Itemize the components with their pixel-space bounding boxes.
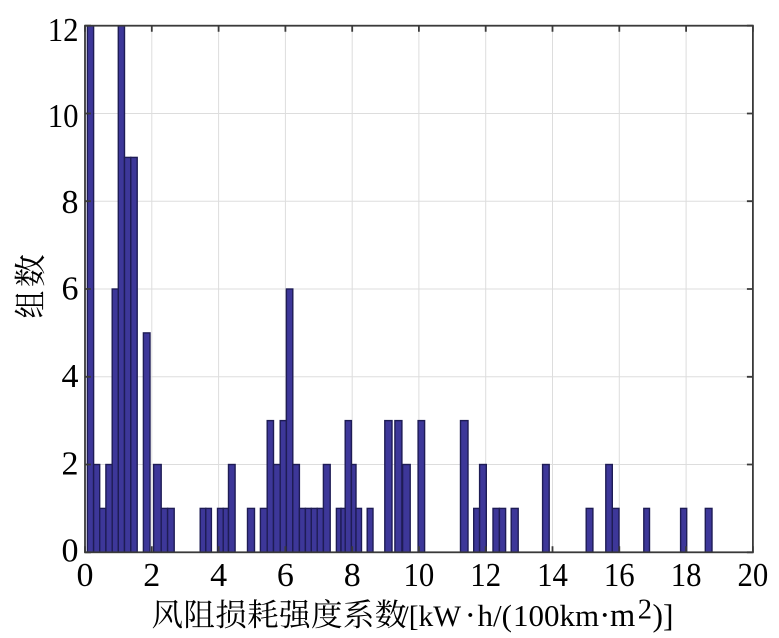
svg-text:0: 0	[77, 557, 94, 594]
svg-text:h/(: h/(	[478, 598, 512, 633]
svg-text:12: 12	[48, 12, 79, 49]
svg-text:10: 10	[404, 557, 435, 594]
svg-text:20: 20	[738, 557, 769, 594]
svg-text:/[kW: /[kW	[401, 601, 462, 633]
svg-text:16: 16	[604, 557, 635, 594]
svg-text:4: 4	[210, 557, 227, 594]
svg-text:0: 0	[62, 532, 79, 569]
svg-text:18: 18	[671, 557, 702, 594]
svg-text:100km: 100km	[513, 598, 599, 633]
svg-text:)]: )]	[653, 598, 674, 633]
svg-text:14: 14	[537, 557, 568, 594]
svg-text:·: ·	[599, 597, 610, 634]
svg-text:8: 8	[62, 184, 79, 221]
svg-text:12: 12	[470, 557, 501, 594]
svg-text:8: 8	[344, 557, 361, 594]
svg-text:·: ·	[465, 597, 476, 634]
svg-text:6: 6	[277, 557, 294, 594]
svg-text:2: 2	[638, 594, 652, 625]
svg-text:10: 10	[48, 98, 79, 135]
svg-text:m: m	[610, 598, 635, 634]
svg-text:2: 2	[143, 557, 160, 594]
svg-text:6: 6	[62, 271, 79, 308]
svg-text:4: 4	[62, 358, 79, 395]
svg-text:2: 2	[62, 445, 79, 482]
